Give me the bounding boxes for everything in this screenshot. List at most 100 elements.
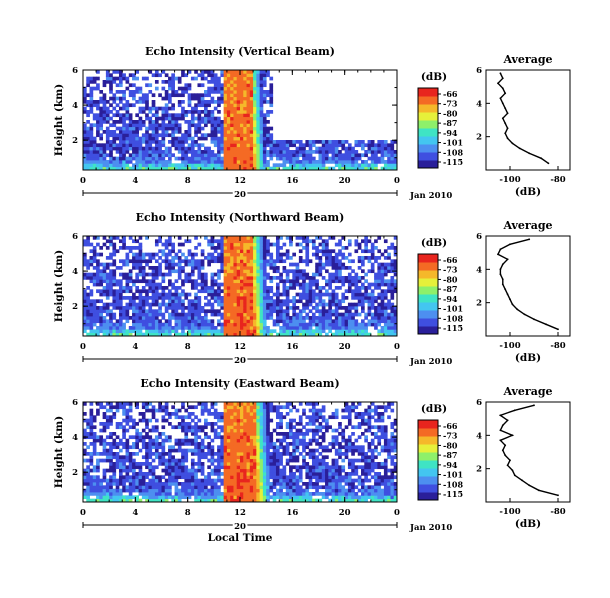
heatmap-cell [217, 418, 221, 423]
heatmap-cell [325, 150, 329, 154]
heatmap-cell [135, 126, 139, 131]
heatmap-cell [249, 153, 254, 158]
heatmap-cell [135, 120, 139, 124]
heatmap-cell [334, 302, 339, 307]
heatmap-cell [109, 150, 113, 154]
heatmap-cell [174, 262, 179, 267]
heatmap-cell [190, 472, 195, 476]
heatmap-cell [102, 478, 107, 483]
heatmap-cell [181, 455, 185, 460]
heatmap-cell [161, 432, 166, 436]
heatmap-cell [128, 269, 133, 274]
heatmap-cell [223, 408, 228, 413]
heatmap-cell [207, 492, 211, 496]
heatmap-cell [305, 163, 310, 168]
heatmap-cell [151, 322, 156, 327]
heatmap-cell [361, 319, 365, 324]
heatmap-cell [256, 312, 261, 317]
heatmap-cell [184, 408, 189, 413]
heatmap-cell [177, 100, 182, 104]
heatmap-cell [207, 445, 211, 450]
heatmap-cell [344, 279, 349, 284]
heatmap-cell [86, 488, 90, 493]
heatmap-cell [295, 319, 300, 324]
heatmap-cell [132, 76, 136, 81]
heatmap-cell [266, 150, 270, 154]
heatmap-cell [181, 106, 185, 111]
heatmap-cell [223, 292, 228, 297]
heatmap-cell [282, 163, 287, 168]
heatmap-cell [295, 276, 300, 280]
heatmap-cell [308, 296, 313, 300]
heatmap-cell [246, 90, 251, 94]
heatmap-cell [262, 326, 267, 330]
heatmap-cell [161, 322, 166, 327]
heatmap-cell [135, 133, 139, 138]
heatmap-cell [213, 415, 218, 420]
heatmap-cell [318, 332, 323, 337]
heatmap-cell [217, 156, 221, 161]
heatmap-cell [223, 163, 228, 168]
heatmap-cell [89, 468, 94, 473]
heatmap-cell [118, 309, 123, 314]
heatmap-cell [253, 140, 257, 144]
heatmap-cell [158, 123, 162, 128]
heatmap-cell [240, 292, 244, 297]
heatmap-cell [383, 289, 388, 294]
heatmap-cell [305, 246, 310, 250]
heatmap-cell [118, 246, 123, 250]
heatmap-cell [89, 249, 94, 254]
heatmap-cell [154, 150, 159, 154]
heatmap-cell [246, 279, 251, 284]
heatmap-cell [128, 316, 133, 320]
heatmap-cell [118, 478, 123, 483]
heatmap-cell [217, 445, 221, 450]
heatmap-cell [161, 299, 166, 304]
heatmap-cell [96, 408, 100, 413]
heatmap-cell [305, 252, 310, 257]
heatmap-cell [269, 299, 274, 304]
heatmap-cell [109, 488, 113, 493]
heatmap-cell [158, 312, 162, 317]
heatmap-cell [223, 495, 228, 500]
heatmap-cell [305, 282, 310, 287]
heatmap-cell [213, 136, 218, 141]
heatmap-cell [341, 143, 346, 148]
heatmap-cell [256, 110, 261, 114]
heatmap-cell [321, 302, 326, 307]
heatmap-cell [266, 309, 270, 314]
heatmap-cell [190, 120, 195, 124]
heatmap-cell [223, 488, 228, 493]
heatmap-cell [240, 332, 244, 337]
heatmap-cell [266, 329, 270, 334]
heatmap-cell [158, 116, 162, 121]
heatmap-cell [109, 418, 113, 423]
heatmap-cell [243, 299, 247, 304]
heatmap-cell [89, 415, 94, 420]
heatmap-cell [138, 462, 143, 466]
heatmap-cell [295, 163, 300, 168]
heatmap-cell [354, 276, 359, 280]
heatmap-cell [334, 292, 339, 297]
heatmap-cell [383, 143, 388, 148]
heatmap-cell [243, 262, 247, 267]
heatmap-cell [210, 319, 215, 324]
heatmap-cell [148, 302, 153, 307]
heatmap-cell [275, 259, 280, 264]
heatmap-cell [226, 113, 231, 118]
heatmap-cell [184, 495, 189, 500]
heatmap-cell [249, 166, 254, 171]
heatmap-cell [259, 242, 264, 247]
heatmap-cell [377, 316, 382, 320]
heatmap-cell [347, 282, 352, 287]
heatmap-cell [292, 252, 296, 257]
heatmap-cell [226, 236, 231, 240]
heatmap-cell [102, 103, 107, 108]
heatmap-cell [197, 498, 202, 503]
heatmap-cell [217, 259, 221, 264]
heatmap-cell [158, 319, 162, 324]
heatmap-cell [243, 160, 247, 164]
heatmap-cell [279, 143, 283, 148]
heatmap-cell [220, 236, 225, 240]
heatmap-cell [292, 269, 296, 274]
